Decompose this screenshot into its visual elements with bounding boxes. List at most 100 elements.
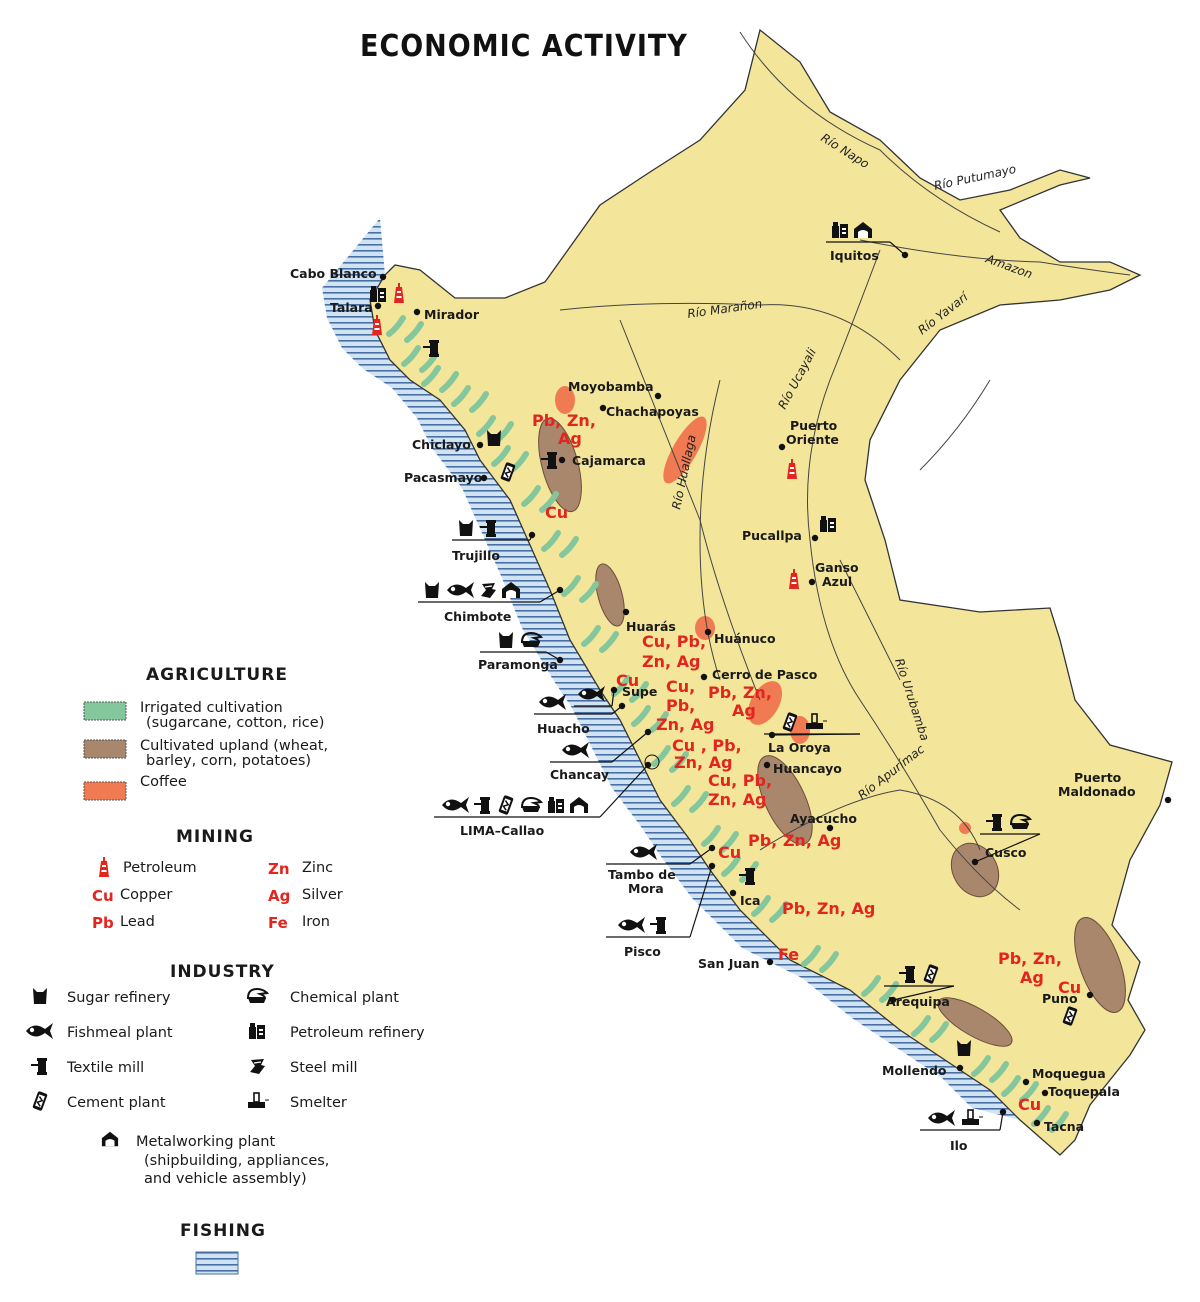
mineral-label: Zn, Ag bbox=[656, 715, 714, 734]
city-label: Cusco bbox=[985, 845, 1027, 860]
fishmeal-plant-icon bbox=[630, 844, 657, 860]
fishmeal-plant-icon bbox=[539, 694, 566, 710]
industry-label: Fishmeal plant bbox=[67, 1025, 173, 1041]
leader-line bbox=[599, 764, 649, 818]
industry-cluster bbox=[618, 917, 666, 934]
mineral-symbol: Zn bbox=[268, 860, 290, 878]
city-dot bbox=[700, 673, 708, 681]
city-dot bbox=[826, 824, 834, 832]
leader-line bbox=[539, 589, 561, 603]
agriculture-swatch bbox=[83, 739, 127, 759]
leader-line bbox=[889, 241, 906, 256]
irrigated-area bbox=[599, 631, 619, 653]
leader-line bbox=[974, 833, 1041, 863]
leader-line bbox=[771, 733, 861, 736]
industry-label-detail: and vehicle assembly) bbox=[144, 1171, 307, 1187]
legend: AGRICULTURE Irrigated cultivation(sugarca… bbox=[26, 665, 425, 1275]
agriculture-label-detail: barley, corn, potatoes) bbox=[146, 753, 311, 769]
industry-label: Petroleum refinery bbox=[290, 1025, 425, 1041]
mineral-label: Ag bbox=[1020, 968, 1044, 987]
city-dot bbox=[1022, 1078, 1030, 1086]
smelter-icon bbox=[961, 1109, 983, 1126]
agriculture-label: Coffee bbox=[140, 774, 187, 790]
industry-label: Steel mill bbox=[290, 1060, 358, 1076]
city-label: Chimbote bbox=[444, 609, 511, 624]
upland-area bbox=[1074, 917, 1126, 1013]
agriculture-heading: AGRICULTURE bbox=[146, 665, 288, 685]
industry-cluster bbox=[442, 795, 588, 815]
city-label: Puerto bbox=[790, 418, 838, 433]
upland-area bbox=[757, 755, 813, 845]
city-label: Ilo bbox=[950, 1138, 968, 1153]
fishing-swatch bbox=[195, 1251, 239, 1275]
chemical-plant-icon bbox=[247, 988, 268, 1004]
industry-cluster bbox=[820, 516, 836, 532]
city-label: Mollendo bbox=[882, 1063, 947, 1078]
city-dot bbox=[763, 761, 771, 769]
coffee-area bbox=[959, 822, 971, 834]
river-line bbox=[699, 379, 721, 681]
rivers bbox=[559, 31, 1131, 911]
industry-cluster bbox=[539, 694, 566, 710]
city-dot bbox=[811, 534, 819, 542]
irrigated-area bbox=[719, 831, 739, 853]
textile-mill-icon bbox=[650, 917, 666, 934]
mineral-label: Zn, Ag bbox=[642, 652, 700, 671]
mineral-label: Cu bbox=[718, 843, 741, 862]
industry-cluster bbox=[562, 742, 589, 758]
city-dot bbox=[971, 858, 979, 866]
industry-label: Chemical plant bbox=[290, 990, 399, 1006]
industry-label: Cement plant bbox=[67, 1095, 166, 1111]
fishing-heading: FISHING bbox=[180, 1221, 266, 1241]
city-dot bbox=[766, 958, 774, 966]
irrigated-area bbox=[421, 365, 441, 387]
mineral-label: Zn, Ag bbox=[708, 790, 766, 809]
mineral-label: Pb, Zn, Ag bbox=[748, 831, 841, 850]
irrigated-area bbox=[631, 705, 651, 727]
river-line bbox=[739, 31, 1001, 233]
irrigated-area bbox=[491, 445, 511, 467]
city-label: Puno bbox=[1042, 991, 1078, 1006]
irrigated-area bbox=[404, 321, 424, 343]
city-label: Arequipa bbox=[886, 994, 950, 1009]
petroleum-refinery-icon bbox=[370, 286, 386, 302]
mineral-label: Ag bbox=[732, 701, 756, 720]
city-dot bbox=[1164, 796, 1172, 804]
irrigated-area bbox=[669, 751, 689, 773]
city-dot bbox=[708, 862, 716, 870]
sugar-refinery-icon bbox=[499, 632, 513, 648]
city-label: LIMA–Callao bbox=[460, 823, 545, 838]
irrigated-area bbox=[439, 371, 459, 393]
city-label: Toquepala bbox=[1048, 1084, 1120, 1099]
city-dot bbox=[708, 844, 716, 852]
city-label: San Juan bbox=[698, 956, 760, 971]
fishmeal-plant-icon bbox=[618, 917, 645, 933]
city-dot bbox=[558, 456, 566, 464]
irrigated-area bbox=[649, 711, 669, 733]
city-label: Pisco bbox=[624, 944, 661, 959]
mining-label: Petroleum bbox=[123, 860, 197, 876]
fishmeal-plant-icon bbox=[442, 797, 469, 813]
river-label: Río Putumayo bbox=[933, 162, 1018, 193]
coffee-area bbox=[555, 386, 575, 414]
city-dot bbox=[999, 1108, 1007, 1116]
city-dot bbox=[374, 302, 382, 310]
mineral-label: Ag bbox=[558, 429, 582, 448]
industry-label: Metalworking plant bbox=[136, 1134, 275, 1150]
irrigated-area bbox=[541, 530, 561, 552]
leader-line bbox=[689, 847, 713, 865]
irrigated-area bbox=[469, 391, 489, 413]
city-label: Cerro de Pasco bbox=[712, 667, 818, 682]
mineral-symbol: Cu bbox=[92, 887, 114, 905]
mineral-symbol: Fe bbox=[268, 914, 288, 932]
city-label: Oriente bbox=[786, 432, 839, 447]
city-label: Chancay bbox=[550, 767, 609, 782]
city-label: Ganso bbox=[815, 560, 859, 575]
city-label: Trujillo bbox=[452, 548, 500, 563]
fishmeal-plant-icon bbox=[562, 742, 589, 758]
mining-heading: MINING bbox=[176, 827, 254, 847]
mineral-label: Cu , Pb, bbox=[672, 736, 742, 755]
city-dot bbox=[901, 251, 909, 259]
petroleum-refinery-icon bbox=[249, 1023, 265, 1039]
agriculture-label: Cultivated upland (wheat, bbox=[140, 738, 328, 754]
